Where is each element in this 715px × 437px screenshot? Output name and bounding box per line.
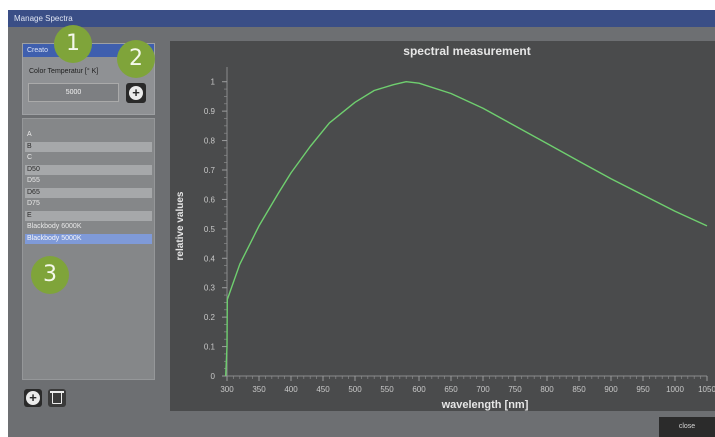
x-tick-label: 700 [476,385,490,394]
chart-svg: spectral measurement wavelength [nm] rel… [175,44,715,411]
callout-badge-1: 1 [54,25,92,63]
x-tick-label: 300 [220,385,234,394]
y-tick-label: 0.3 [204,284,216,293]
close-button[interactable]: close [659,417,715,437]
spectra-list-item[interactable]: E [25,210,152,221]
x-tick-label: 500 [348,385,362,394]
add-temperature-button[interactable]: + [126,83,146,103]
plus-icon: + [129,86,143,100]
color-temperature-label: Color Temperatur [° K] [29,68,99,75]
x-tick-label: 950 [636,385,650,394]
color-temperature-input[interactable] [28,83,119,102]
y-tick-label: 0.1 [204,343,216,352]
y-tick-label: 0.8 [204,137,216,146]
x-tick-label: 850 [572,385,586,394]
spectra-list-item[interactable]: A [27,131,32,138]
spectrum-line [225,81,708,377]
spectral-chart: spectral measurement wavelength [nm] rel… [170,41,715,411]
y-tick-label: 1 [211,78,216,87]
y-tick-label: 0.9 [204,107,216,116]
trash-icon [52,392,62,404]
x-axis-label: wavelength [nm] [441,399,529,411]
spectra-list-item[interactable]: B [25,141,152,152]
x-tick-label: 450 [316,385,330,394]
y-tick-label: 0 [211,372,216,381]
x-tick-label: 650 [444,385,458,394]
spectra-list-item[interactable]: C [27,154,33,161]
y-tick-label: 0.6 [204,195,216,204]
delete-spectrum-button[interactable] [48,389,66,407]
spectra-list-item[interactable]: D65 [25,187,152,198]
x-tick-label: 800 [540,385,554,394]
callout-badge-2: 2 [117,40,155,78]
callout-badge-3: 3 [31,256,69,294]
chart-title: spectral measurement [403,44,530,58]
x-tick-label: 350 [252,385,266,394]
y-tick-label: 0.4 [204,254,216,263]
x-tick-label: 600 [412,385,426,394]
spectra-list-item[interactable]: Blackbody 5000K [25,233,152,244]
y-axis-label: relative values [175,191,186,260]
manage-spectra-window: Manage Spectra Creato Color Temperatur [… [8,10,715,437]
x-tick-label: 750 [508,385,522,394]
y-tick-label: 0.7 [204,166,216,175]
x-tick-label: 900 [604,385,618,394]
spectra-list-item[interactable]: D75 [27,200,40,207]
x-tick-label: 550 [380,385,394,394]
y-tick-label: 0.2 [204,313,216,322]
window-title: Manage Spectra [8,10,715,27]
spectra-list-item[interactable]: D50 [25,164,152,175]
spectra-list-item[interactable]: Blackbody 6000K [27,223,82,230]
spectra-list: A B C D50 D55 D65 D75 E Blackbody 6000K Blackbody… [22,118,155,380]
x-tick-label: 400 [284,385,298,394]
y-tick-label: 0.5 [204,225,216,234]
plus-icon: + [26,391,40,405]
x-tick-label: 1050 [698,385,715,394]
spectra-list-item[interactable]: D55 [27,177,40,184]
add-spectrum-button[interactable]: + [24,389,42,407]
x-tick-label: 1000 [666,385,684,394]
